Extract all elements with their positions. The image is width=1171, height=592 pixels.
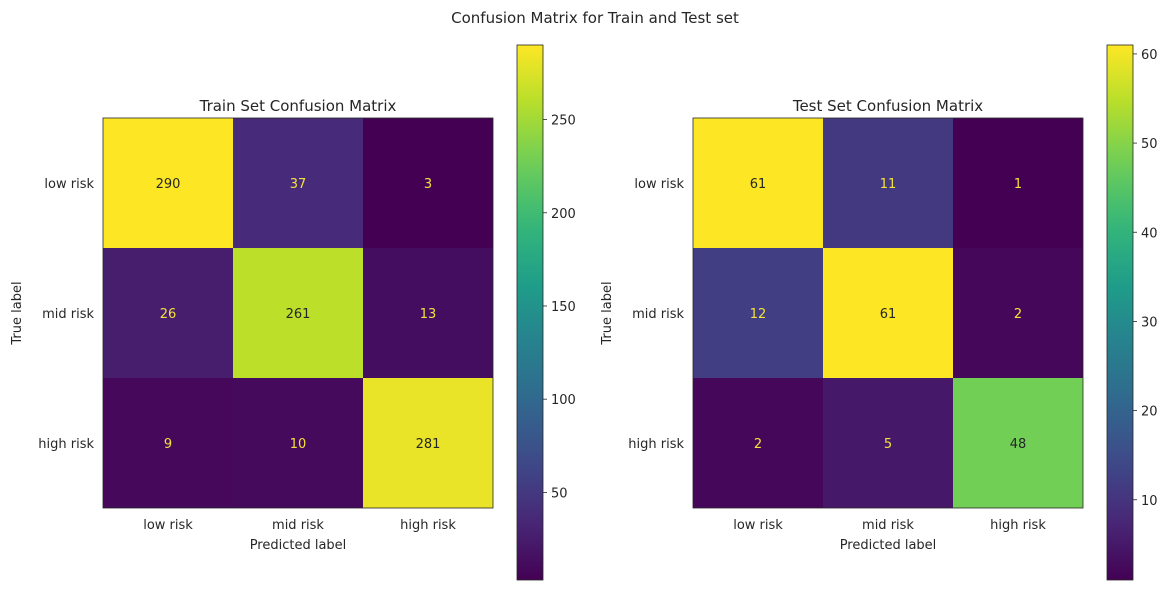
colorbar-tick-label: 40 <box>1141 226 1158 241</box>
colorbar-tick-label: 30 <box>1141 315 1158 330</box>
colorbar-tick-label: 60 <box>1141 48 1158 63</box>
cell-value-label: 12 <box>750 307 767 322</box>
heatmap-cell <box>823 378 953 508</box>
heatmap-cell <box>233 118 363 248</box>
figure-suptitle: Confusion Matrix for Train and Test set <box>451 9 739 27</box>
heatmap-cell <box>693 248 823 378</box>
heatmap-cell <box>363 378 493 508</box>
cell-value-label: 2 <box>1014 307 1022 322</box>
chart-title: Train Set Confusion Matrix <box>199 97 397 115</box>
x-tick-label: high risk <box>400 518 456 533</box>
plot-frame <box>692 117 1084 509</box>
cell-value-label: 2 <box>754 437 762 452</box>
x-axis-label: Predicted label <box>840 538 937 553</box>
y-tick-label: high risk <box>628 437 684 452</box>
cell-value-label: 13 <box>420 307 437 322</box>
heatmap-cell <box>693 378 823 508</box>
y-tick-label: low risk <box>44 177 94 192</box>
y-axis-label: True label <box>600 281 615 345</box>
heatmap-cell <box>363 248 493 378</box>
heatmap-cell <box>953 248 1083 378</box>
cell-value-label: 9 <box>164 437 172 452</box>
train-confusion-matrix: Train Set Confusion Matrix 290 37 3 26 261 13 9… <box>10 44 576 581</box>
heatmap-cell <box>823 248 953 378</box>
heatmap-cell <box>103 248 233 378</box>
cell-value-label: 3 <box>424 177 432 192</box>
y-tick-label: high risk <box>38 437 94 452</box>
heatmap-cell <box>233 378 363 508</box>
x-tick-label: low risk <box>143 518 193 533</box>
heatmap-cell <box>103 378 233 508</box>
colorbar-tick-label: 150 <box>551 300 576 315</box>
colorbar-tick-label: 50 <box>551 486 568 501</box>
y-tick-label: mid risk <box>632 307 684 322</box>
colorbar-tick-label: 20 <box>1141 405 1158 420</box>
cell-value-label: 11 <box>880 177 897 192</box>
heatmap-cell <box>103 118 233 248</box>
heatmap-cell <box>363 118 493 248</box>
cell-value-label: 281 <box>416 437 441 452</box>
cell-value-label: 48 <box>1010 437 1027 452</box>
plot-frame <box>102 117 494 509</box>
colorbar <box>1106 44 1134 581</box>
x-tick-label: mid risk <box>862 518 914 533</box>
cell-value-label: 1 <box>1014 177 1022 192</box>
colorbar-tick-label: 100 <box>551 393 576 408</box>
colorbar-tick-label: 200 <box>551 207 576 222</box>
cell-value-label: 61 <box>750 177 767 192</box>
cell-value-label: 5 <box>884 437 892 452</box>
colorbar-tick-label: 10 <box>1141 494 1158 509</box>
heatmap-cell <box>953 378 1083 508</box>
colorbar <box>516 44 544 581</box>
x-tick-label: high risk <box>990 518 1046 533</box>
cell-value-label: 26 <box>160 307 177 322</box>
heatmap-cell <box>823 118 953 248</box>
y-axis-label: True label <box>10 281 25 345</box>
colorbar-tick-label: 50 <box>1141 137 1158 152</box>
y-tick-label: low risk <box>634 177 684 192</box>
x-tick-label: mid risk <box>272 518 324 533</box>
cell-value-label: 10 <box>290 437 307 452</box>
x-axis-label: Predicted label <box>250 538 347 553</box>
heatmap-cell <box>953 118 1083 248</box>
cell-value-label: 37 <box>290 177 307 192</box>
cell-value-label: 61 <box>880 307 897 322</box>
x-tick-label: low risk <box>733 518 783 533</box>
colorbar-tick-label: 250 <box>551 114 576 129</box>
y-tick-label: mid risk <box>42 307 94 322</box>
cell-value-label: 261 <box>286 307 311 322</box>
heatmap-cell <box>693 118 823 248</box>
cell-value-label: 290 <box>156 177 181 192</box>
heatmap-cell <box>233 248 363 378</box>
chart-title: Test Set Confusion Matrix <box>792 97 983 115</box>
